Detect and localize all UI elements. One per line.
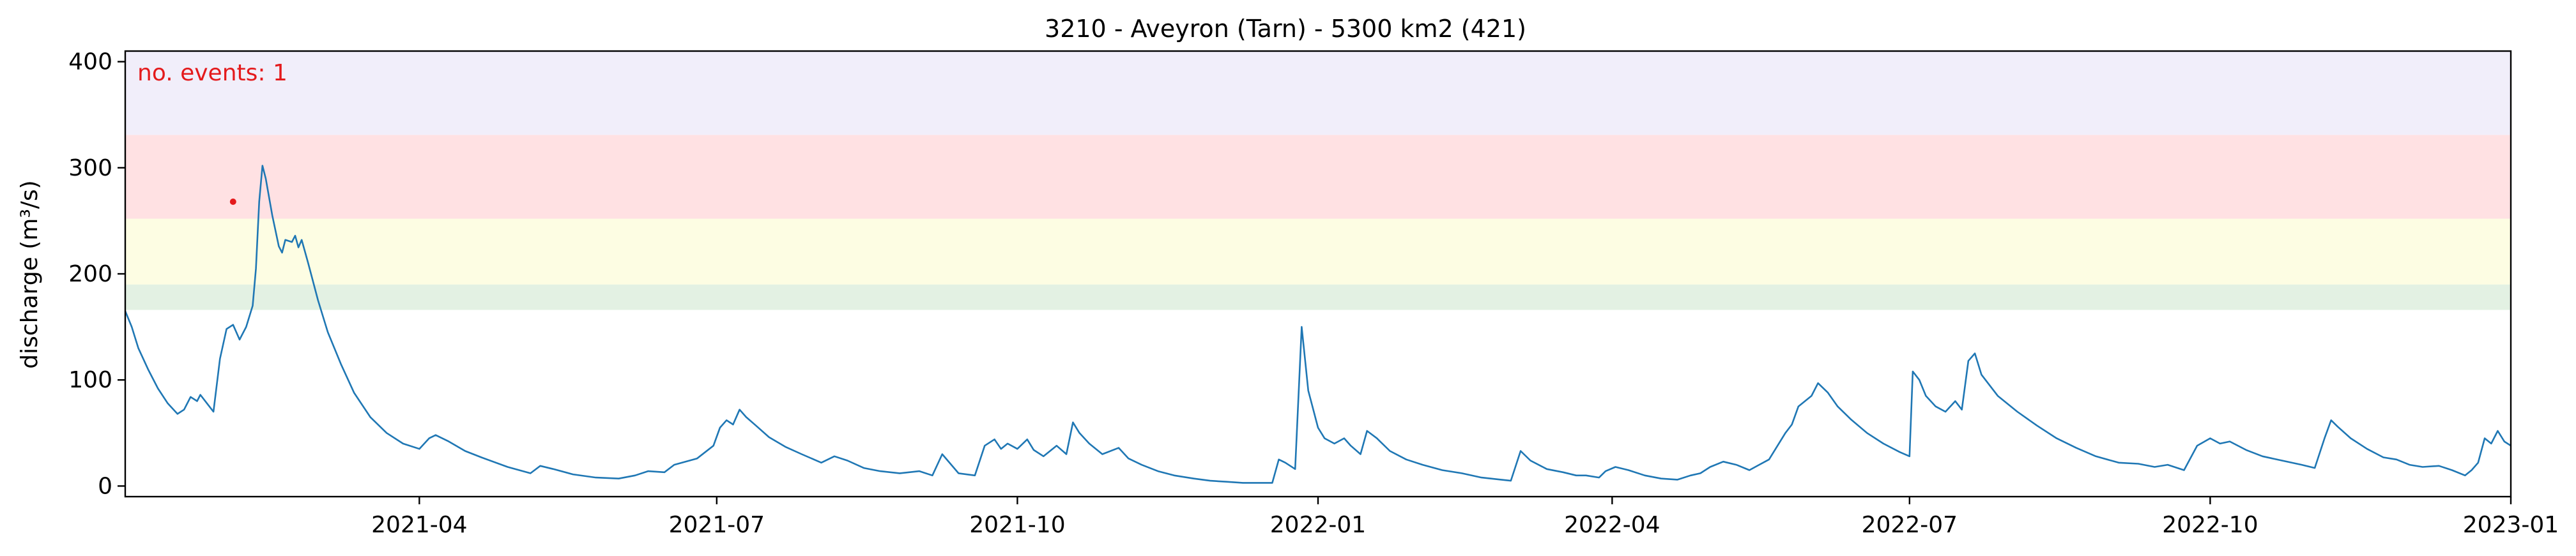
threshold-band-4 [125,51,2511,135]
x-axis-ticks: 2021-04 2021-07 2021-10 2022-01 2022-04 2022-… [371,497,2559,538]
plot-frame [124,50,2512,498]
threshold-band-3 [125,135,2511,219]
chart-title: 3210 - Aveyron (Tarn) - 5300 km2 (421) [1045,15,1526,43]
event-marker-1 [229,198,236,205]
threshold-band-2 [125,218,2511,285]
y-axis-label: discharge (m³/s) [17,180,43,368]
x-tick-label-2022-04: 2022-04 [1564,512,1660,538]
x-tick-label-2021-07: 2021-07 [669,512,765,538]
event-markers [229,198,236,205]
x-tick-label-2022-10: 2022-10 [2162,512,2258,538]
y-tick-label-200: 200 [68,261,112,287]
discharge-series [124,165,2511,484]
x-tick-label-2022-01: 2022-01 [1270,512,1366,538]
y-tick-label-400: 400 [68,49,112,75]
y-axis-ticks: 0 100 200 300 400 [68,49,125,499]
threshold-bands [125,51,2511,310]
x-tick-label-2021-10: 2021-10 [969,512,1065,538]
y-tick-label-100: 100 [68,367,112,393]
events-count-annotation: no. events: 1 [137,60,288,86]
x-tick-label-2021-04: 2021-04 [371,512,467,538]
discharge-line-1 [124,165,2511,484]
threshold-band-1 [125,284,2511,310]
y-tick-label-300: 300 [68,155,112,181]
x-tick-label-2023-01: 2023-01 [2463,512,2559,538]
y-tick-label-0: 0 [98,473,112,499]
x-tick-label-2022-07: 2022-07 [1862,512,1958,538]
